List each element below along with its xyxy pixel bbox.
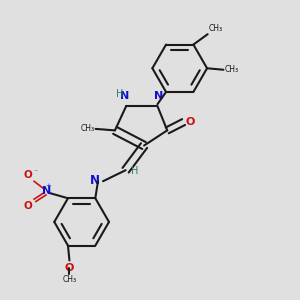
- Text: CH₃: CH₃: [209, 24, 223, 33]
- Text: H: H: [131, 166, 138, 176]
- Text: +: +: [45, 183, 51, 189]
- Text: N: N: [120, 91, 129, 101]
- Text: O: O: [185, 117, 195, 127]
- Text: CH₃: CH₃: [224, 65, 239, 74]
- Text: O: O: [23, 201, 32, 211]
- Text: CH₃: CH₃: [62, 275, 76, 284]
- Text: N: N: [42, 186, 51, 196]
- Text: N: N: [154, 91, 164, 101]
- Text: O: O: [23, 170, 32, 180]
- Text: O: O: [65, 263, 74, 273]
- Text: N: N: [89, 174, 100, 187]
- Text: ⁻: ⁻: [34, 167, 38, 176]
- Text: H: H: [116, 88, 123, 99]
- Text: CH₃: CH₃: [81, 124, 95, 133]
